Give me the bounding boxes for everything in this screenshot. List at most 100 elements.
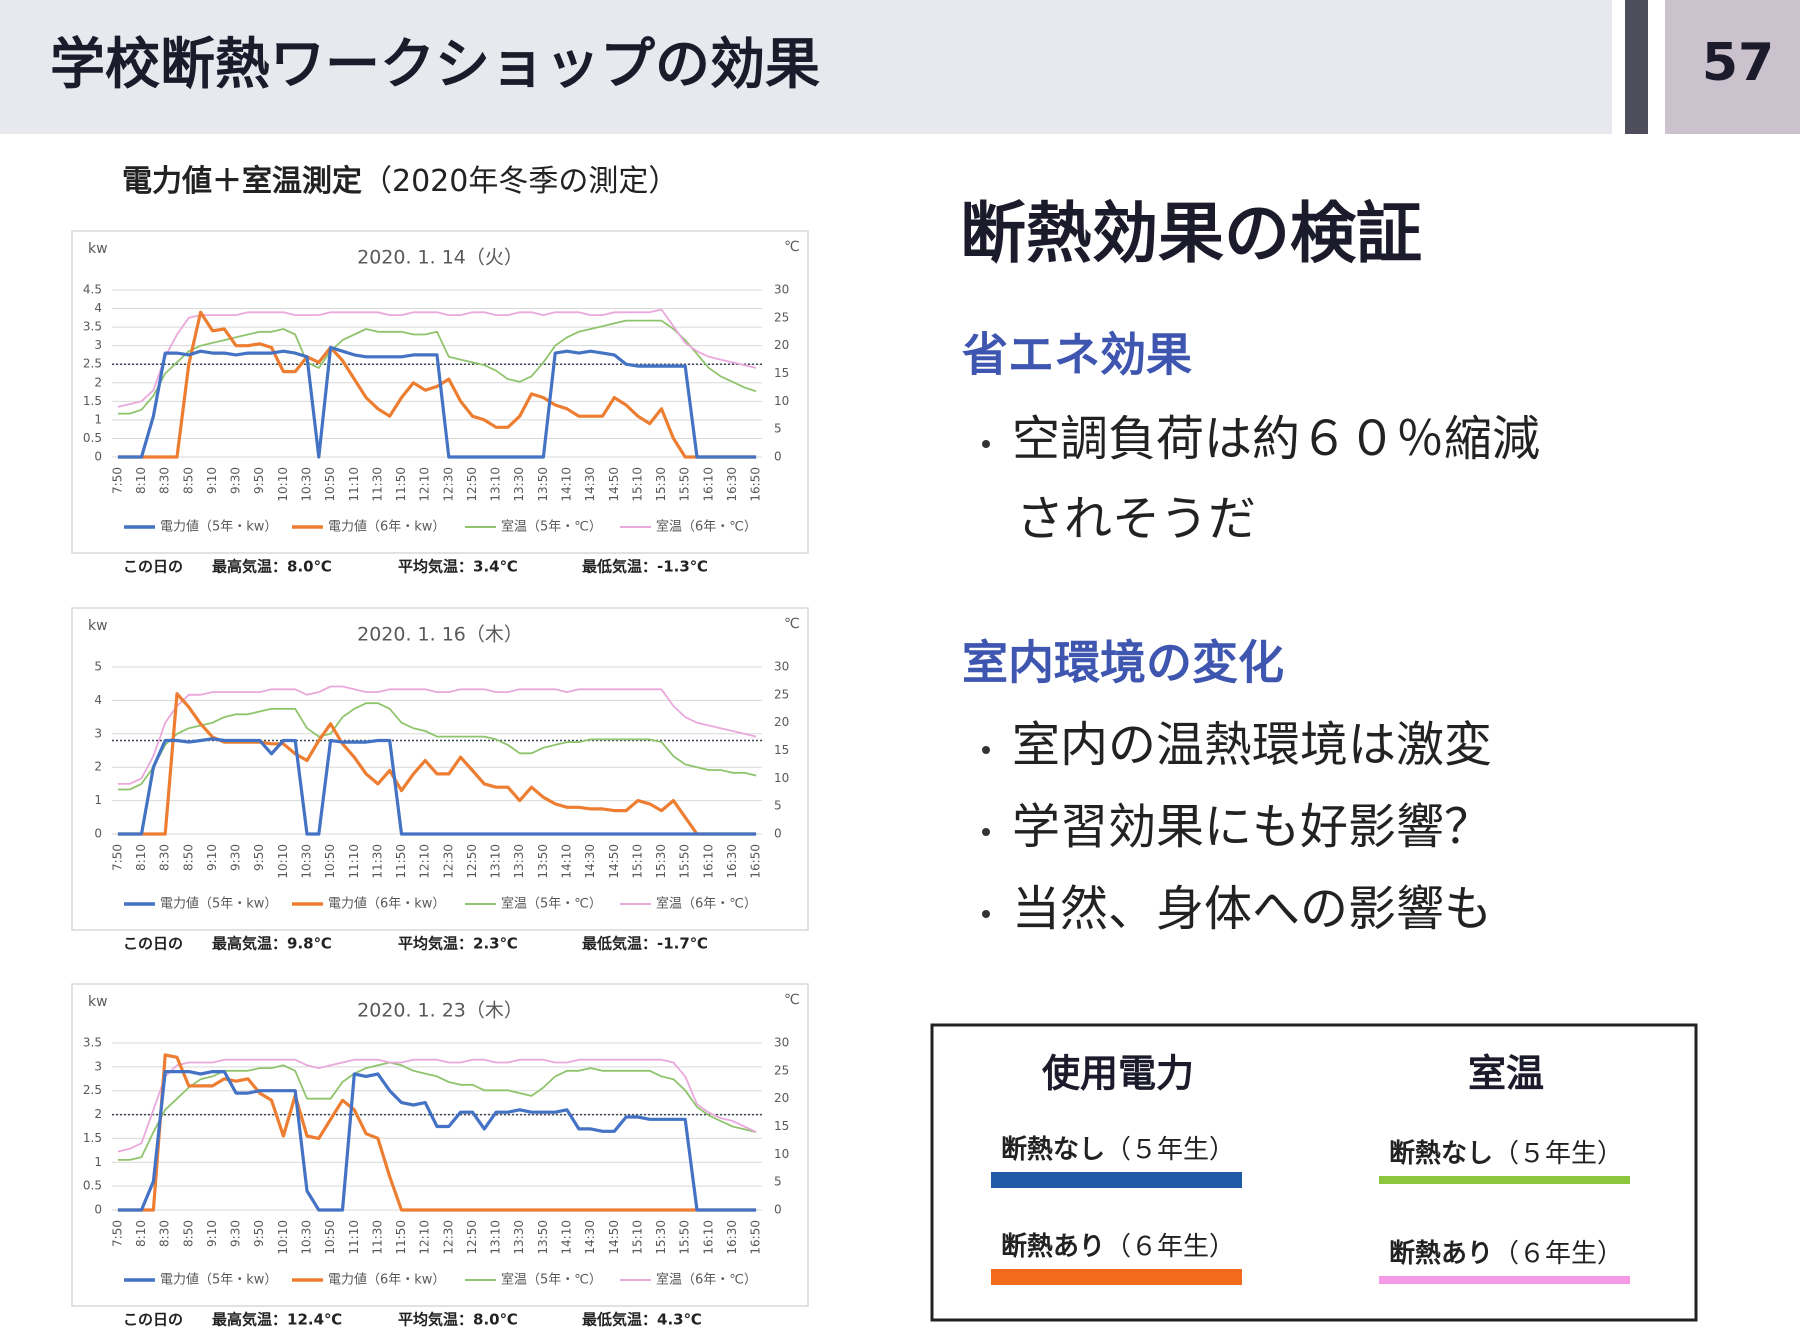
series-line [117, 685, 757, 785]
bullet-text: 当然、身体への影響も [1012, 881, 1492, 937]
x-tick-label: 15:50 [678, 844, 692, 879]
day-note: 平均気温：3.4℃ [398, 558, 518, 576]
y2-tick-label: 20 [774, 1091, 789, 1105]
legend-label: 室温（5年・℃） [501, 896, 602, 912]
x-tick-label: 9:30 [229, 467, 243, 494]
x-tick-label: 13:50 [536, 844, 550, 879]
y2-axis-unit: ℃ [784, 616, 800, 632]
y-tick-label: 4.5 [83, 283, 102, 297]
x-tick-label: 12:30 [441, 467, 455, 502]
x-tick-label: 15:10 [630, 467, 644, 502]
x-tick-label: 13:10 [489, 844, 503, 879]
chart: 2020. 1. 16（木） kw ℃ 0 1 2 3 4 5 0 5 10 15 20 25 30 7:50 8… [71, 607, 809, 953]
section-title: 室内環境の変化 [962, 636, 1284, 690]
x-tick-label: 16:30 [725, 1220, 739, 1255]
x-tick-label: 15:10 [630, 844, 644, 879]
legend-item: 断熱なし（５年生） [1001, 1134, 1235, 1165]
x-tick-label: 14:50 [607, 1220, 621, 1255]
x-tick-label: 15:30 [654, 467, 668, 502]
x-tick-label: 13:10 [489, 1220, 503, 1255]
x-tick-label: 10:30 [300, 844, 314, 879]
legend-swatch [1379, 1176, 1630, 1184]
y2-tick-label: 5 [774, 422, 782, 436]
legend-item-note: （６年生） [1105, 1232, 1235, 1262]
y2-tick-label: 5 [774, 799, 782, 813]
x-tick-label: 14:30 [583, 467, 597, 502]
y-tick-label: 1 [94, 1155, 102, 1169]
y-tick-label: 3 [94, 726, 102, 740]
x-tick-label: 11:30 [370, 844, 384, 879]
x-tick-label: 14:50 [607, 467, 621, 502]
bullet-dot [982, 828, 990, 836]
x-tick-label: 11:10 [347, 844, 361, 879]
x-tick-label: 9:50 [252, 1220, 266, 1247]
y-tick-label: 4 [94, 693, 102, 707]
chart-frame [71, 607, 809, 931]
legend-swatch [991, 1269, 1242, 1285]
y2-tick-label: 0 [774, 1203, 782, 1217]
bullet-dot [982, 910, 990, 918]
x-tick-label: 16:30 [725, 844, 739, 879]
header-bar [1625, 0, 1648, 134]
section-title: 省エネ効果 [962, 328, 1192, 382]
bullet-dot [982, 440, 990, 448]
y2-tick-label: 15 [774, 743, 789, 757]
x-tick-label: 12:30 [441, 844, 455, 879]
x-tick-label: 16:10 [701, 844, 715, 879]
x-tick-label: 16:50 [749, 1220, 763, 1255]
x-tick-label: 13:50 [536, 1220, 550, 1255]
x-tick-label: 13:30 [512, 844, 526, 879]
subtitle-note: （2020年冬季の測定） [362, 164, 678, 199]
x-tick-label: 13:30 [512, 467, 526, 502]
x-tick-label: 10:10 [276, 1220, 290, 1255]
y-axis-unit: kw [88, 994, 108, 1010]
legend-label: 室温（5年・℃） [501, 1272, 602, 1288]
x-tick-label: 16:50 [749, 844, 763, 879]
x-tick-label: 11:50 [394, 844, 408, 879]
series-line [117, 1070, 757, 1212]
y-tick-label: 0.5 [83, 1179, 102, 1193]
x-tick-label: 9:10 [205, 1220, 219, 1247]
x-tick-label: 8:50 [181, 1220, 195, 1247]
chart-group-title: 電力値＋室温測定（2020年冬季の測定） [122, 164, 678, 199]
chart-title: 2020. 1. 23（木） [357, 1000, 523, 1022]
legend-label: 電力値（5年・kw） [160, 896, 277, 912]
chart: 2020. 1. 14（火） kw ℃ 0 0.5 1 1.5 2 2.5 3 3.5 4 4.5 0 5 1… [71, 230, 809, 576]
legend-item: 断熱なし（５年生） [1389, 1138, 1623, 1169]
x-tick-label: 10:50 [323, 1220, 337, 1255]
x-tick-label: 12:10 [418, 1220, 432, 1255]
legend-label: 室温（5年・℃） [501, 519, 602, 535]
x-tick-label: 14:10 [560, 467, 574, 502]
x-tick-label: 11:50 [394, 467, 408, 502]
x-tick-label: 12:50 [465, 1220, 479, 1255]
x-tick-label: 10:10 [276, 467, 290, 502]
day-note: この日の [123, 1311, 183, 1329]
x-tick-label: 7:50 [110, 1220, 124, 1247]
page-box [1665, 0, 1800, 134]
legend-label: 電力値（6年・kw） [328, 519, 445, 535]
y2-tick-label: 30 [774, 660, 789, 674]
y-tick-label: 1 [94, 793, 102, 807]
chart-title: 2020. 1. 16（木） [357, 624, 523, 646]
slide-title: 学校断熱ワークショップの効果 [50, 32, 820, 96]
x-tick-label: 15:50 [678, 467, 692, 502]
x-tick-label: 14:30 [583, 844, 597, 879]
legend-item-label: 断熱あり [1001, 1231, 1105, 1262]
y2-tick-label: 25 [774, 310, 789, 324]
y-tick-label: 1.5 [83, 1131, 102, 1145]
header-band [0, 0, 1612, 134]
y2-tick-label: 20 [774, 338, 789, 352]
x-tick-label: 12:30 [441, 1220, 455, 1255]
x-tick-label: 16:50 [749, 467, 763, 502]
day-note: 平均気温：2.3℃ [398, 935, 518, 953]
legend-label: 電力値（5年・kw） [160, 1272, 277, 1288]
legend-label: 室温（6年・℃） [656, 519, 757, 535]
legend-item: 断熱あり（６年生） [1389, 1238, 1623, 1269]
legend-item-label: 断熱なし [1389, 1138, 1493, 1169]
y2-tick-label: 25 [774, 1063, 789, 1077]
x-tick-label: 12:10 [418, 467, 432, 502]
legend-item-note: （５年生） [1105, 1135, 1235, 1165]
x-tick-label: 9:30 [229, 844, 243, 871]
bullet-continuation: されそうだ [1016, 491, 1256, 547]
x-tick-label: 8:50 [181, 467, 195, 494]
